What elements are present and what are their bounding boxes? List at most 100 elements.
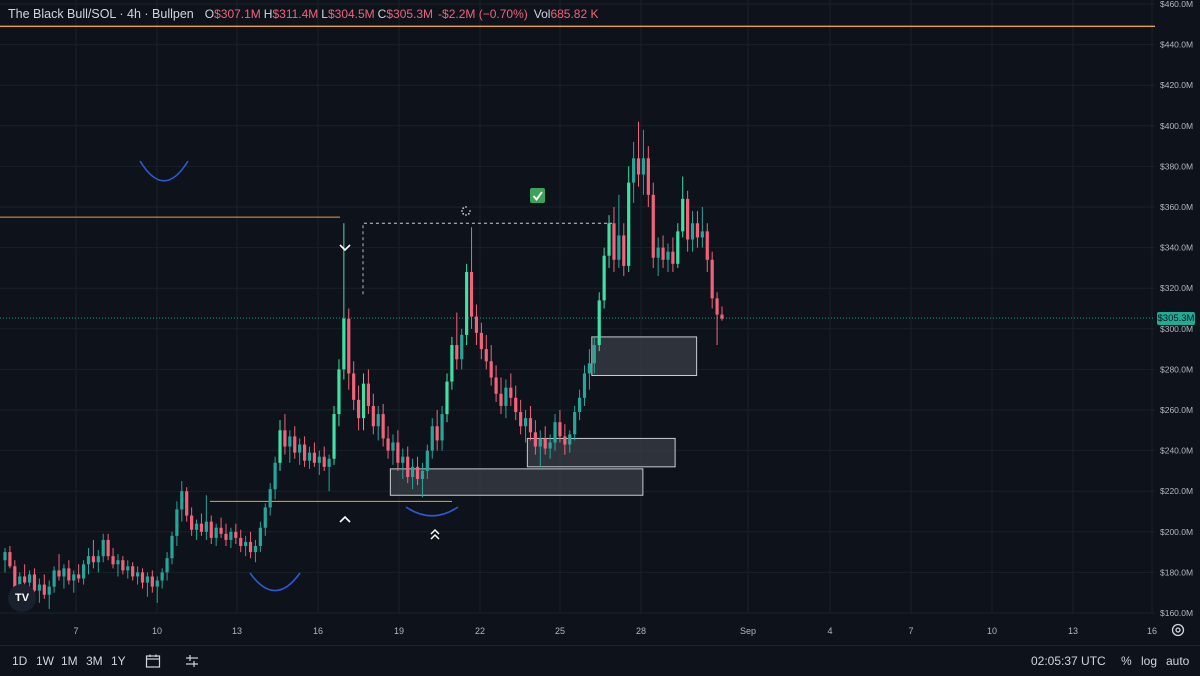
candle-body — [337, 369, 341, 415]
candle-body — [293, 436, 297, 453]
price-tick-label: $220.0M — [1160, 486, 1193, 496]
candle-body — [577, 397, 582, 413]
candle-body — [42, 584, 46, 595]
candle-body — [199, 523, 204, 532]
candle-body — [18, 576, 22, 589]
candle-body — [52, 570, 56, 587]
candle-body — [194, 523, 199, 530]
candle-body — [646, 158, 650, 195]
chevron-up-icon — [339, 515, 351, 523]
candle-body — [474, 316, 479, 333]
candle-body — [587, 363, 592, 374]
percent-scale-toggle[interactable]: % — [1121, 654, 1132, 668]
range-3m-button[interactable]: 3M — [86, 654, 103, 668]
candle-body — [57, 570, 61, 577]
candle-body — [548, 442, 552, 449]
last-price-tag: $305.3M — [1157, 312, 1195, 325]
auto-scale-toggle[interactable]: auto — [1166, 654, 1190, 668]
time-axis[interactable]: 7 10 13 16 19 22 25 28 Sep 4 7 10 13 16 — [73, 626, 1157, 636]
candle-body — [406, 456, 410, 477]
candle-body — [509, 387, 513, 398]
close-label: C — [377, 7, 387, 21]
candle-body — [553, 422, 557, 443]
candle-body — [676, 231, 680, 264]
time-tick-label: Sep — [740, 626, 756, 636]
candle-body — [661, 247, 665, 260]
time-tick-label: 7 — [908, 626, 913, 636]
demand-zone — [389, 468, 644, 496]
measure-dashed-line — [362, 222, 612, 295]
candle-body — [381, 414, 385, 439]
candle-body — [190, 515, 194, 530]
calendar-goto-icon[interactable] — [145, 653, 161, 669]
candle-body — [519, 412, 523, 427]
candle-body — [131, 566, 135, 577]
price-tick-label: $300.0M — [1160, 324, 1193, 334]
candle-body — [91, 556, 95, 563]
price-tick-label: $180.0M — [1160, 567, 1193, 577]
candle-body — [415, 466, 420, 480]
range-1m-button[interactable]: 1M — [61, 654, 78, 668]
symbol-title[interactable]: The Black Bull/SOL · 4h · Bullpen — [8, 7, 194, 21]
tradingview-logo[interactable]: TV — [8, 584, 36, 612]
demand-zone — [591, 336, 698, 376]
candle-body — [592, 345, 596, 364]
candle-body — [150, 576, 154, 587]
rounded-bottom-curve — [249, 572, 301, 592]
candle-body — [666, 251, 670, 260]
candle-body — [602, 255, 606, 301]
time-tick-label: 25 — [555, 626, 565, 636]
candle-body — [710, 259, 714, 299]
candle-body — [617, 235, 621, 260]
price-tick-label: $200.0M — [1160, 527, 1193, 537]
range-1w-button[interactable]: 1W — [36, 654, 54, 668]
candle-body — [568, 434, 572, 445]
chart-legend: The Black Bull/SOL · 4h · Bullpen O $307.… — [8, 6, 599, 22]
candle-body — [455, 345, 459, 360]
candle-body — [558, 422, 562, 437]
candle-body — [504, 387, 508, 406]
candle-body — [514, 397, 518, 413]
candle-body — [582, 373, 587, 398]
candle-body — [332, 414, 336, 459]
candle-body — [116, 560, 120, 565]
log-scale-toggle[interactable]: log — [1141, 654, 1158, 668]
candle-body — [3, 552, 7, 561]
price-tick-label: $440.0M — [1160, 40, 1193, 50]
candle-body — [632, 158, 636, 183]
candle-body — [450, 345, 454, 382]
candle-body — [636, 158, 641, 175]
candle-body — [425, 450, 429, 471]
spinner-dot — [465, 214, 467, 216]
time-tick-label: 13 — [1068, 626, 1078, 636]
candle-body — [651, 194, 655, 258]
candle-body — [386, 438, 390, 451]
candle-body — [86, 556, 91, 565]
range-1y-button[interactable]: 1Y — [111, 654, 126, 668]
annotations — [139, 160, 545, 592]
candle-body — [597, 300, 601, 346]
chevron-down-icon — [339, 244, 351, 252]
candle-body — [145, 576, 150, 583]
candle-body — [607, 223, 611, 256]
checkmark-box-icon — [530, 188, 545, 203]
candle-body — [258, 527, 262, 547]
range-1d-button[interactable]: 1D — [12, 654, 28, 668]
candle-body — [170, 535, 174, 559]
change-value: -$2.2M (−0.70%) — [438, 7, 528, 21]
adjust-settings-icon[interactable] — [184, 653, 200, 669]
settings-gear-icon[interactable] — [1170, 622, 1186, 638]
high-label: H — [263, 7, 273, 21]
candles — [3, 121, 724, 609]
candle-body — [101, 539, 105, 557]
candle-body — [720, 314, 724, 319]
candle-body — [106, 539, 110, 557]
candle-body — [641, 158, 646, 175]
bottom-toolbar: 1D 1W 1M 3M 1Y 02:05:37 UTC % log auto — [0, 645, 1200, 676]
candle-body — [155, 580, 159, 587]
candle-body — [396, 442, 400, 463]
candle-body — [489, 361, 493, 378]
utc-clock[interactable]: 02:05:37 UTC — [1031, 654, 1106, 668]
candle-body — [612, 223, 616, 260]
